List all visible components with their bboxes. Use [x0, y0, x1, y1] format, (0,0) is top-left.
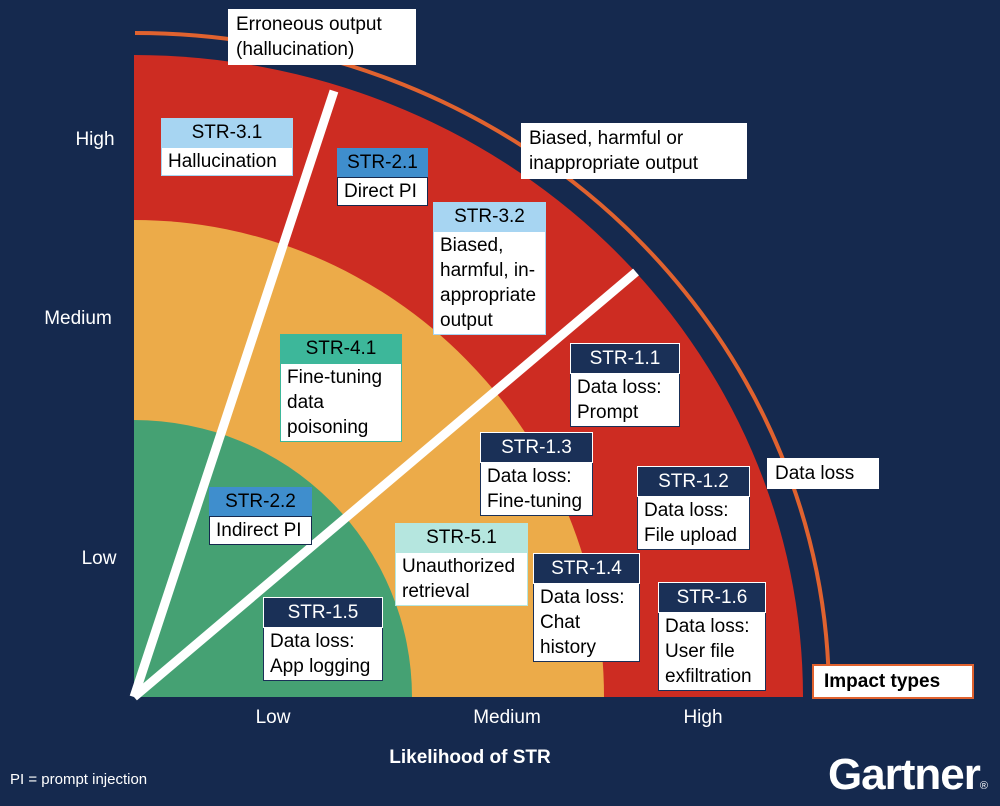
- str-box-description: Data loss: User file exfiltration: [658, 613, 766, 691]
- impact-erroneous-output: Erroneous output (hallucination): [228, 9, 416, 65]
- str-box-description: Fine-tuning data poisoning: [280, 363, 402, 442]
- str-box-header: STR-4.1: [280, 334, 402, 363]
- str-box-description: Biased, harmful, in- appropriate output: [433, 231, 546, 335]
- sector-divider-line-2: [131, 268, 639, 701]
- str-box-description: Indirect PI: [209, 516, 312, 545]
- y-axis-label-high: High: [75, 129, 115, 150]
- str-box-header: STR-1.4: [533, 553, 640, 584]
- str-box-str-1.6: STR-1.6 Data loss: User file exfiltration: [658, 582, 766, 691]
- str-box-str-5.1: STR-5.1 Unauthorized retrieval: [395, 523, 528, 606]
- str-box-header: STR-3.1: [161, 118, 293, 147]
- x-axis-title: Likelihood of STR: [389, 747, 551, 768]
- str-box-str-3.2: STR-3.2 Biased, harmful, in- appropriate …: [433, 202, 546, 335]
- registered-trademark-icon: ®: [979, 780, 988, 792]
- str-box-str-4.1: STR-4.1 Fine-tuning data poisoning: [280, 334, 402, 442]
- x-axis-label-high: High: [683, 707, 723, 728]
- str-box-str-1.5: STR-1.5 Data loss: App logging: [263, 597, 383, 681]
- str-box-header: STR-2.2: [209, 487, 312, 516]
- y-axis-label-medium: Medium: [44, 308, 112, 329]
- str-box-header: STR-3.2: [433, 202, 546, 231]
- str-box-header: STR-5.1: [395, 523, 528, 552]
- str-box-str-1.1: STR-1.1 Data loss: Prompt: [570, 343, 680, 427]
- str-box-str-1.3: STR-1.3 Data loss: Fine-tuning: [480, 432, 593, 516]
- impact-types-legend: Impact types: [812, 664, 974, 699]
- x-axis-label-medium: Medium: [473, 707, 541, 728]
- gartner-logo-text: Gartner: [827, 750, 981, 799]
- str-box-str-2.2: STR-2.2 Indirect PI: [209, 487, 312, 545]
- str-box-description: Unauthorized retrieval: [395, 552, 528, 606]
- str-box-header: STR-1.6: [658, 582, 766, 613]
- str-box-description: Data loss: Fine-tuning: [480, 463, 593, 516]
- str-box-description: Data loss: Chat history: [533, 584, 640, 662]
- str-box-header: STR-1.2: [637, 466, 750, 497]
- str-box-description: Direct PI: [337, 177, 428, 206]
- impact-biased-output: Biased, harmful or inappropriate output: [521, 123, 747, 179]
- str-box-str-1.2: STR-1.2 Data loss: File upload: [637, 466, 750, 550]
- str-box-description: Data loss: File upload: [637, 497, 750, 550]
- sector-divider-line-1: [129, 89, 339, 699]
- str-box-header: STR-1.3: [480, 432, 593, 463]
- footnote-pi-definition: PI = prompt injection: [10, 771, 148, 788]
- str-box-description: Data loss: Prompt: [570, 374, 680, 427]
- str-box-description: Hallucination: [161, 147, 293, 176]
- str-box-description: Data loss: App logging: [263, 628, 383, 681]
- str-box-header: STR-1.5: [263, 597, 383, 628]
- impact-data-loss: Data loss: [767, 458, 879, 489]
- y-axis-label-low: Low: [81, 548, 117, 569]
- str-box-header: STR-1.1: [570, 343, 680, 374]
- x-axis-label-low: Low: [255, 707, 291, 728]
- str-box-header: STR-2.1: [337, 148, 428, 177]
- gartner-logo: Gartner®: [828, 753, 988, 797]
- str-box-str-2.1: STR-2.1 Direct PI: [337, 148, 428, 206]
- str-box-str-1.4: STR-1.4 Data loss: Chat history: [533, 553, 640, 662]
- str-box-str-3.1: STR-3.1 Hallucination: [161, 118, 293, 176]
